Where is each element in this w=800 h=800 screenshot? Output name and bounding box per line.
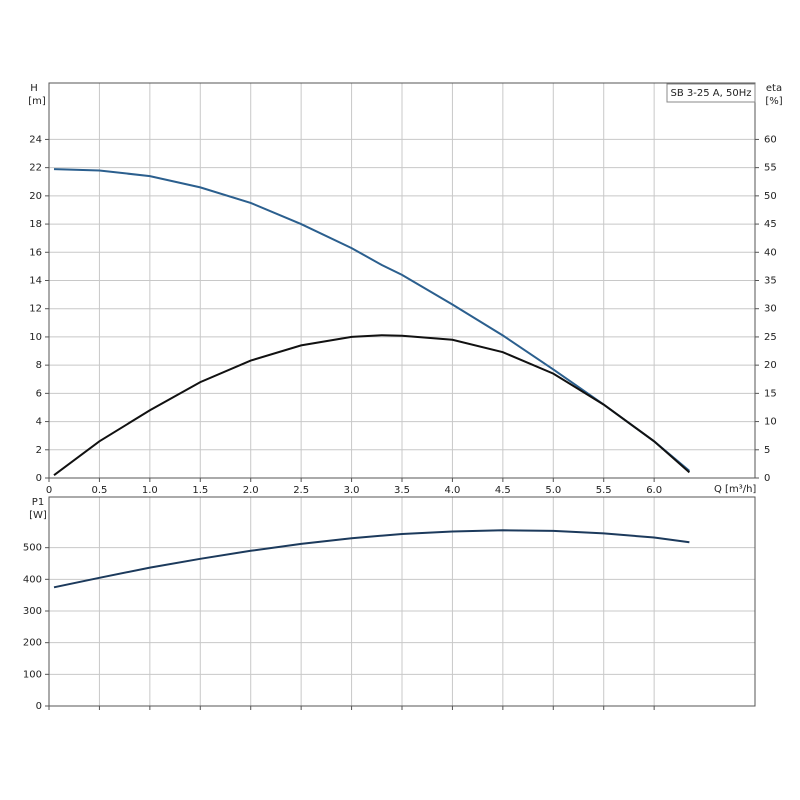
annotation: SB 3-25 A, 50Hz [671,88,752,99]
y-label: H [30,83,38,94]
y-tick-label: 12 [29,304,42,315]
y2-tick-label: 35 [764,276,777,287]
annotation-box [666,83,756,103]
y-tick-label: 20 [29,191,42,202]
y-tick-label: 24 [29,134,42,145]
y-tick-label: 400 [23,574,42,585]
y-tick-label: 4 [36,417,42,428]
y-tick-label: 100 [23,669,42,680]
y-tick-label: 18 [29,219,42,230]
y-tick-label: 16 [29,247,42,258]
y2-tick-label: 0 [764,473,770,484]
x-tick-label: 2.5 [293,485,309,496]
y-unit: [m] [28,96,46,107]
x-tick-label: 1.5 [192,485,208,496]
x-tick-label: 6.0 [646,485,662,496]
x-tick-label: 5.5 [596,485,612,496]
y2-tick-label: 15 [764,388,777,399]
y-tick-label: 300 [23,606,42,617]
y-tick-label: 0 [36,701,42,712]
x-tick-label: 0 [46,485,52,496]
y2-tick-label: 55 [764,163,777,174]
y-tick-label: 2 [36,445,42,456]
y-tick-label: 500 [23,543,42,554]
curve [53,334,691,477]
plot-border [48,496,756,707]
x-label: Q [m³/h] [714,484,756,495]
x-tick-label: 3.0 [344,485,360,496]
y2-tick-label: 50 [764,191,777,202]
y-tick-label: 8 [36,360,42,371]
y-label: P1 [32,497,44,508]
curve [53,529,690,589]
x-tick-label: 4.0 [444,485,460,496]
y2-tick-label: 30 [764,304,777,315]
y-tick-label: 14 [29,276,42,287]
x-tick-label: 3.5 [394,485,410,496]
y2-tick-label: 45 [764,219,777,230]
y-tick-label: 22 [29,163,42,174]
y2-tick-label: 40 [764,247,777,258]
y2-tick-label: 25 [764,332,777,343]
x-tick-label: 1.0 [142,485,158,496]
y-unit: [W] [29,510,47,521]
y2-tick-label: 20 [764,360,777,371]
curve [53,168,691,472]
y2-tick-label: 10 [764,417,777,428]
x-tick-label: 0.5 [91,485,107,496]
x-tick-label: 2.0 [243,485,259,496]
x-tick-label: 5.0 [545,485,561,496]
y-tick-label: 6 [36,388,42,399]
y2-tick-label: 5 [764,445,770,456]
y2-tick-label: 60 [764,134,777,145]
y2-unit: [%] [765,96,782,107]
y-tick-label: 200 [23,638,42,649]
x-tick-label: 4.5 [495,485,511,496]
y2-label: eta [766,83,782,94]
y-tick-label: 10 [29,332,42,343]
y-tick-label: 0 [36,473,42,484]
plot-border [48,82,756,479]
